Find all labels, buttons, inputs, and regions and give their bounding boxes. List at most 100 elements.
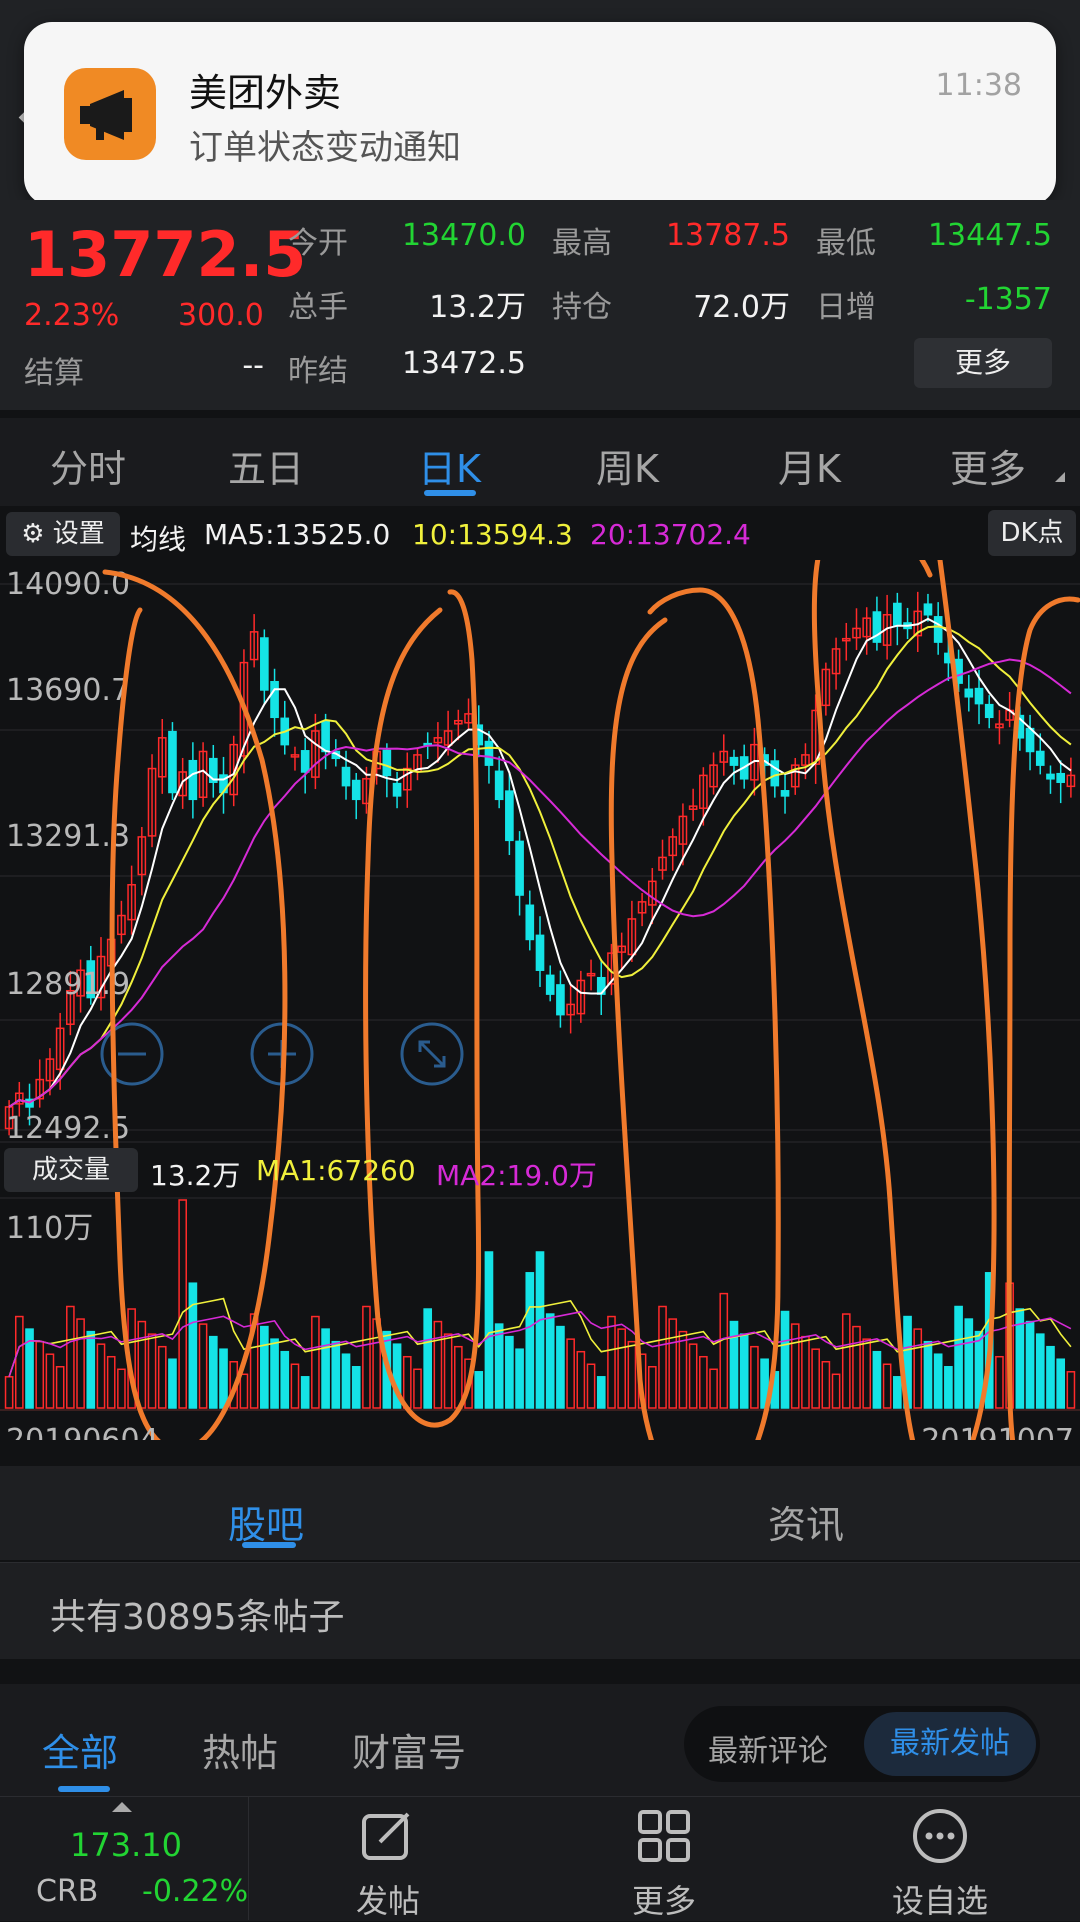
prev-settle-label: 昨结 [288,354,348,389]
candle-body [454,719,463,725]
candle-body [382,749,392,777]
candle-body [76,969,85,997]
volume-bar [719,1292,729,1409]
volume-bar [566,1338,575,1409]
ellipsis-circle-icon [913,1809,967,1863]
volume-bar [147,1333,157,1409]
tab-news[interactable]: 资讯 [768,1503,845,1547]
candle-body [719,750,729,763]
volume-bar [607,1315,616,1409]
nav-watchlist[interactable]: 设自选 [880,1806,1000,1922]
candle-body [770,760,780,787]
annotation-loop-2 [363,589,482,1428]
tab-monthly-k[interactable]: 月K [778,447,841,491]
volume-bar [596,1376,606,1409]
candle-body [699,774,708,809]
candle-body [300,750,310,773]
volume-bar [14,1315,24,1409]
active-section-indicator [242,1542,296,1548]
candle-body [923,603,933,616]
candle-body [14,1092,24,1105]
volume-bar [362,1305,371,1409]
candle-body [45,1058,55,1082]
more-corner-icon [1055,472,1065,482]
volume-value: 13.2万 [429,290,526,325]
volume-bar [137,1320,147,1409]
volume-bar [913,1328,923,1409]
chart-settings-button[interactable]: ⚙ 设置 [6,512,120,556]
candle-body [586,972,596,977]
volume-bar [525,1272,535,1409]
volume-bar [1025,1320,1035,1409]
volume-bar [1046,1345,1055,1409]
candle-body [443,730,453,746]
volume-bar [923,1340,933,1409]
candle-body [893,602,902,626]
filter-hot[interactable]: 热帖 [202,1731,279,1775]
nav-more[interactable]: 更多 [604,1806,724,1922]
ma5-line [8,617,1072,1108]
filter-fortune[interactable]: 财富号 [352,1731,467,1775]
volume-bar [709,1368,718,1409]
candle-body [515,840,524,896]
volume-bar [750,1345,759,1409]
candle-body [188,759,198,801]
edit-icon [362,1812,410,1860]
candle-body [168,730,177,794]
tab-intraday[interactable]: 分时 [50,447,127,491]
dk-point-button[interactable]: DK点 [988,510,1076,556]
volume-bar [443,1333,453,1409]
candle-body [852,627,861,639]
crb-ticker[interactable] [0,1797,249,1920]
tab-guba[interactable]: 股吧 [228,1503,305,1547]
candle-body [688,805,698,810]
candle-body [55,1027,65,1071]
nav-post[interactable]: 发帖 [328,1806,448,1922]
tab-weekly-k[interactable]: 周K [596,447,659,491]
settle-label: 结算 [24,356,84,391]
volume-bar [311,1315,320,1409]
volume-bar [699,1355,708,1409]
notification-time: 11:38 [935,68,1022,103]
candle-body [729,756,739,766]
volume-bar [647,1366,657,1409]
quote-panel [0,200,1080,410]
candle-body [239,661,249,757]
crb-change: -0.22% [142,1874,249,1909]
volume-bar [678,1330,688,1409]
candle-body [127,884,136,921]
post-count-row [0,1562,1080,1659]
sort-latest-comment[interactable]: 最新评论 [708,1734,828,1769]
quote-more-button[interactable]: 更多 [914,338,1052,388]
ma5-value: MA5:13525.0 [204,518,391,551]
push-notification[interactable]: 美团外卖 订单状态变动通知 11:38 [24,22,1056,206]
volume-bar [198,1323,208,1409]
volume-bar [423,1308,433,1409]
candle-body [157,737,167,778]
candle-body [627,918,637,956]
candle-body [780,790,790,797]
candle-body [841,637,851,642]
candle-body [229,743,239,796]
volume-bar [801,1335,810,1409]
daily-increase-value: -1357 [964,282,1052,317]
tab-daily-k[interactable]: 日K [418,447,481,491]
zoom-out-icon[interactable] [100,1022,164,1086]
active-filter-indicator [58,1786,110,1792]
volume-bar [35,1340,45,1409]
tab-more[interactable]: 更多 [950,447,1027,491]
candle-body [709,764,718,788]
sort-latest-post[interactable]: 最新发帖 [864,1712,1036,1776]
volume-bar [729,1320,739,1409]
fullscreen-icon[interactable] [400,1022,464,1086]
candle-body [974,687,984,705]
volume-ma2-line [8,1310,1072,1378]
volume-bar [331,1340,341,1409]
filter-all[interactable]: 全部 [42,1731,119,1775]
volume-label: 总手 [288,290,348,325]
candle-body [617,945,626,953]
volume-button[interactable]: 成交量 [4,1148,138,1192]
tab-five-day[interactable]: 五日 [228,447,305,491]
volume-bar [841,1313,851,1409]
